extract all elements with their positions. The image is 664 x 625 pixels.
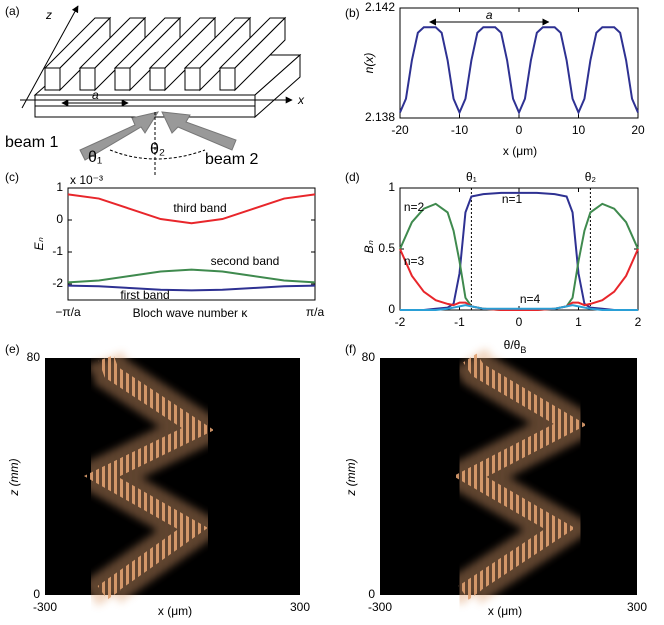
series-line — [67, 193, 316, 225]
series-label: second band — [211, 254, 280, 268]
beam-core — [83, 355, 215, 600]
x-axis-label: x (μm) — [158, 604, 192, 618]
x-tick-label: −π/a — [55, 305, 81, 319]
marker-label: θ₁ — [466, 170, 477, 184]
axis-multiplier: x 10⁻³ — [70, 173, 103, 187]
y-axis-label: z (mm) — [7, 458, 21, 496]
x-axis-label: θ/θB — [504, 338, 527, 355]
series-label: third band — [173, 201, 226, 215]
marker-label: θ₂ — [585, 170, 597, 184]
y-axis-label: n(x) — [362, 53, 376, 74]
angle-label: θ₂ — [150, 141, 165, 158]
x-axis-label: x (μm) — [503, 144, 537, 158]
series-line — [399, 248, 639, 311]
y-tick-label: 2.138 — [365, 110, 395, 124]
panel-label: (e) — [5, 342, 20, 356]
series-label: n=2 — [404, 200, 425, 214]
waveguide-diagram — [20, 5, 302, 175]
y-tick-label: -1 — [52, 244, 63, 258]
x-tick-label: -20 — [391, 123, 409, 137]
y-tick-label: 0 — [368, 587, 375, 601]
y-tick-label: 80 — [362, 350, 376, 364]
panel-label: (b) — [345, 6, 360, 20]
y-axis-label: z (mm) — [344, 458, 358, 496]
series-line — [67, 268, 316, 284]
band-label: band 2 — [62, 547, 99, 561]
beam-2 — [161, 111, 237, 151]
x-tick-label: 300 — [290, 600, 310, 614]
x-tick-label: 300 — [627, 600, 647, 614]
y-axis-label: Eₙ — [32, 237, 46, 250]
beam-label: beam 2 — [205, 151, 258, 168]
y-tick-label: 0 — [56, 212, 63, 226]
ridge — [219, 67, 236, 91]
beam-label: beam 1 — [5, 134, 58, 151]
series-label: first band — [120, 288, 169, 302]
ridge — [79, 67, 96, 91]
band-label: band 1 — [215, 523, 252, 537]
beam-core — [453, 353, 587, 600]
x-tick-label: π/a — [306, 305, 325, 319]
y-tick-label: 2.142 — [365, 0, 395, 14]
band-label: band 2 — [388, 547, 425, 561]
series-line — [399, 26, 639, 116]
slab-side — [254, 53, 301, 119]
ridge — [149, 67, 166, 91]
y-tick-label: 0.5 — [378, 241, 395, 255]
x-axis-label: Bloch wave number κ — [133, 306, 249, 320]
x-tick-label: -1 — [454, 315, 465, 329]
panel-label: (a) — [5, 4, 20, 18]
series-line — [67, 284, 316, 292]
ridge — [44, 67, 61, 91]
series-line — [400, 304, 638, 311]
angle-arc — [109, 149, 206, 160]
period-label: a — [92, 88, 99, 102]
x-tick-label: -10 — [451, 123, 469, 137]
span-label: a — [486, 8, 493, 22]
ridge — [184, 67, 201, 91]
x-tick-label: 0 — [516, 123, 523, 137]
y-tick-label: -2 — [52, 276, 63, 290]
panel-label: (f) — [345, 342, 356, 356]
x-tick-label: 2 — [635, 315, 642, 329]
series-label: n=4 — [520, 292, 541, 306]
series-label: n=1 — [502, 192, 523, 206]
x-tick-label: 1 — [575, 315, 582, 329]
y-tick-label: 80 — [27, 350, 41, 364]
axis-label: z — [45, 8, 52, 22]
ridge — [234, 16, 286, 92]
ridge — [114, 67, 131, 91]
plot-frame — [67, 187, 316, 301]
series-label: n=3 — [404, 254, 425, 268]
x-tick-label: -2 — [395, 315, 406, 329]
x-axis-label-sub: B — [520, 345, 526, 355]
beam-1 — [79, 111, 160, 161]
panel-label: (c) — [5, 170, 19, 184]
z-axis — [21, 5, 79, 109]
x-tick-label: -300 — [368, 600, 392, 614]
x-tick-label: 20 — [631, 123, 645, 137]
panel-label: (d) — [345, 170, 360, 184]
series-line — [400, 191, 638, 311]
x-axis-label: x (μm) — [488, 604, 522, 618]
angle-label: θ₁ — [88, 149, 102, 166]
x-tick-label: 0 — [516, 315, 523, 329]
y-axis-label: Bₙ — [362, 240, 376, 253]
plot-frame — [399, 7, 639, 119]
band-label: band 1 — [590, 523, 627, 537]
x-tick-label: 10 — [572, 123, 586, 137]
axis-label: x — [297, 93, 305, 107]
y-tick-label: 1 — [56, 180, 63, 194]
x-tick-label: -300 — [33, 600, 57, 614]
x-axis-label-main: θ/θ — [504, 338, 521, 352]
y-tick-label: 0 — [388, 302, 395, 316]
ridges — [43, 16, 287, 92]
y-tick-label: 1 — [388, 180, 395, 194]
y-tick-label: 0 — [33, 587, 40, 601]
